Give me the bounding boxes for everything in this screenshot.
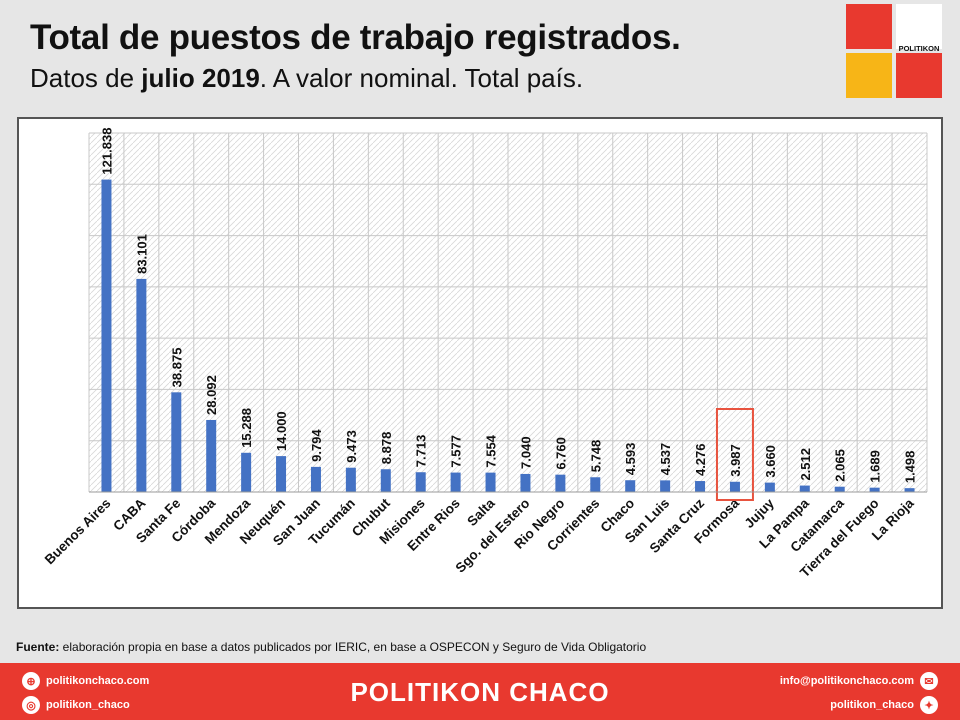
- mail-icon: ✉: [920, 672, 938, 690]
- footer-email[interactable]: info@politikonchaco.com ✉: [780, 672, 938, 690]
- footer: ⊕ politikonchaco.com ◎ politikon_chaco P…: [0, 663, 960, 720]
- bar-value-label: 4.276: [693, 443, 708, 476]
- category-label: Buenos Aires: [42, 496, 114, 568]
- bar-value-label: 8.878: [379, 432, 394, 465]
- subtitle-period: julio 2019: [141, 63, 260, 93]
- bar-chart: 121.838 83.101 38.875 28.092 15.288 14.000 9.7…: [42, 128, 928, 580]
- bar: [834, 486, 845, 492]
- bar-value-label: 5.748: [588, 440, 603, 473]
- bar-value-label: 7.577: [449, 435, 464, 468]
- bar-value-label: 14.000: [274, 411, 289, 451]
- bar: [799, 485, 810, 492]
- bar: [729, 481, 740, 492]
- logo-square-white: [896, 4, 942, 49]
- bar-value-label: 1.498: [903, 451, 918, 484]
- bar: [276, 456, 287, 492]
- bar: [869, 487, 880, 492]
- subtitle-prefix: Datos de: [30, 63, 142, 93]
- footer-web[interactable]: ⊕ politikonchaco.com: [22, 672, 149, 690]
- bar: [101, 179, 112, 492]
- bar: [555, 474, 566, 492]
- bar-value-label: 121.838: [99, 128, 114, 175]
- source-text: elaboración propia en base a datos publi…: [59, 640, 647, 654]
- page-subtitle: Datos de julio 2019. A valor nominal. To…: [30, 63, 583, 94]
- footer-instagram-text: politikon_chaco: [46, 699, 130, 711]
- bar: [695, 481, 706, 492]
- bar-value-label: 7.713: [414, 435, 429, 468]
- bar-value-label: 7.040: [518, 436, 533, 469]
- instagram-icon: ◎: [22, 696, 40, 714]
- globe-icon: ⊕: [22, 672, 40, 690]
- bar-value-label: 3.987: [728, 444, 743, 477]
- bar-value-label: 7.554: [484, 434, 499, 467]
- footer-instagram[interactable]: ◎ politikon_chaco: [22, 696, 130, 714]
- bar: [310, 466, 321, 492]
- source-label: Fuente:: [16, 640, 60, 654]
- subtitle-suffix: . A valor nominal. Total país.: [259, 63, 584, 93]
- bar-value-label: 4.537: [658, 443, 673, 476]
- footer-brand: POLITIKON CHACO: [350, 677, 610, 707]
- bar: [206, 419, 217, 492]
- bar: [241, 452, 252, 492]
- bar: [764, 482, 775, 492]
- bar-value-label: 2.065: [833, 449, 848, 482]
- logo-brand-text: POLITIKON: [898, 44, 940, 53]
- bar: [345, 467, 356, 492]
- bar-value-label: 4.593: [623, 443, 638, 476]
- logo-square-red-bottom: [896, 53, 942, 98]
- bar-value-label: 6.760: [553, 437, 568, 470]
- logo-square-yellow: [846, 53, 892, 98]
- bar: [625, 480, 636, 492]
- bar: [904, 488, 915, 492]
- footer-twitter[interactable]: politikon_chaco ✦: [830, 696, 938, 714]
- chart-container: 121.838 83.101 38.875 28.092 15.288 14.000 9.7…: [17, 117, 943, 609]
- bar-value-label: 2.512: [798, 448, 813, 481]
- page-title: Total de puestos de trabajo registrados.: [30, 18, 681, 57]
- bar: [136, 278, 147, 492]
- bar-value-label: 38.875: [169, 348, 184, 388]
- bar-value-label: 9.473: [344, 430, 359, 463]
- footer-web-text: politikonchaco.com: [46, 675, 150, 687]
- politikon-logo: POLITIKON: [846, 4, 942, 98]
- source-note: Fuente: elaboración propia en base a dat…: [16, 640, 646, 654]
- bar: [485, 472, 496, 492]
- footer-twitter-text: politikon_chaco: [830, 699, 914, 711]
- footer-email-text: info@politikonchaco.com: [779, 675, 914, 687]
- logo-square-red-top: [846, 4, 892, 49]
- bar: [415, 472, 426, 492]
- bar-value-label: 1.689: [868, 450, 883, 483]
- bar: [590, 477, 601, 492]
- bar: [171, 392, 182, 492]
- bar: [380, 469, 391, 492]
- bar: [660, 480, 671, 492]
- bar: [450, 472, 461, 492]
- bar: [520, 473, 531, 492]
- twitter-icon: ✦: [920, 696, 938, 714]
- highlight-box: [715, 408, 754, 501]
- bar-value-label: 3.660: [763, 445, 778, 478]
- bar-value-label: 28.092: [204, 375, 219, 415]
- bar-value-label: 15.288: [239, 408, 254, 448]
- bar-value-label: 9.794: [309, 429, 324, 462]
- bar-value-label: 83.101: [134, 234, 149, 274]
